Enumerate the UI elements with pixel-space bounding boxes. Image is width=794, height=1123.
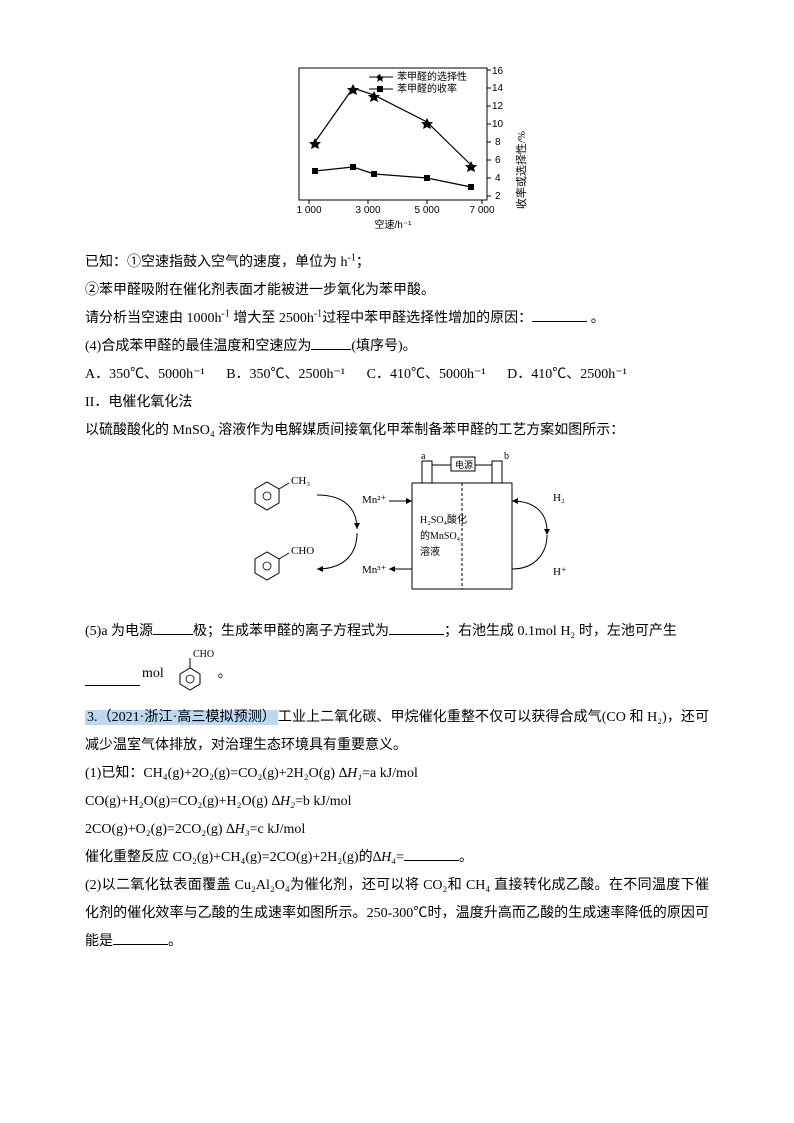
blank-mol[interactable]	[85, 672, 140, 686]
blank-q4[interactable]	[311, 336, 351, 350]
electrode-b: b	[504, 451, 509, 462]
selectivity-yield-chart: 16 14 12 10 8 6 4 2 1 000 3 000 5 000 7 …	[257, 60, 537, 232]
section-2-desc: 以硫酸酸化的 MnSO₄ 溶液作为电解媒质间接氧化甲苯制备苯甲醛的工艺方案如图所…	[85, 417, 709, 445]
svg-text:10: 10	[492, 119, 504, 130]
options-row: A．350℃、5000h⁻¹ B．350℃、2500h⁻¹ C．410℃、500…	[85, 361, 709, 389]
question-3-block: 3.（2021·浙江·高三模拟预测）工业上二氧化碳、甲烷催化重整不仅可以获得合成…	[85, 704, 709, 760]
option-b[interactable]: B．350℃、2500h⁻¹	[226, 361, 345, 389]
svg-text:7 000: 7 000	[469, 205, 494, 216]
q3-part2: (2)以二氧化钛表面覆盖 Cu₂Al₂O₄为催化剂，还可以将 CO₂和 CH₄ …	[85, 872, 709, 956]
hplus-label: H⁺	[553, 566, 567, 578]
question-4: (4)合成苯甲醛的最佳温度和空速应为(填序号)。	[85, 333, 709, 361]
q3-eq2: CO(g)+H₂O(g)=CO₂(g)+H₂O(g) ∆H₂=b kJ/mol	[85, 788, 709, 816]
cho-label: CHO	[291, 545, 314, 557]
option-d[interactable]: D．410℃、2500h⁻¹	[507, 361, 627, 389]
option-c[interactable]: C．410℃、5000h⁻¹	[367, 361, 486, 389]
known-1: 已知：①空速指鼓入空气的速度，单位为 h-1；	[85, 249, 709, 277]
electrolysis-diagram: CH₃ CHO Mn²⁺ Mn³⁺ 电源 a b H₂SO₄酸化 的MnSO₄ …	[207, 451, 587, 601]
x-axis-label: 空速/h⁻¹	[375, 218, 413, 231]
blank-reason2[interactable]	[113, 931, 168, 945]
question-5-cont: mol CHO 。	[85, 646, 709, 692]
svg-text:3 000: 3 000	[355, 205, 380, 216]
section-2-title: II．电催化氧化法	[85, 389, 709, 417]
q3-tag: 3.（2021·浙江·高三模拟预测）	[85, 710, 278, 725]
svg-text:16: 16	[492, 66, 504, 77]
known-2: ②苯甲醛吸附在催化剂表面才能被进一步氧化为苯甲酸。	[85, 277, 709, 305]
blank-eq[interactable]	[389, 621, 444, 635]
y-axis-label: 收率或选择性/%	[514, 131, 528, 209]
option-a[interactable]: A．350℃、5000h⁻¹	[85, 361, 205, 389]
question-5: (5)a 为电源极；生成苯甲醛的离子方程式为；右池生成 0.1mol H₂ 时，…	[85, 618, 709, 646]
question-3: 请分析当空速由 1000h-1 增大至 2500h-1过程中苯甲醛选择性增加的原…	[85, 305, 709, 333]
mn3-label: Mn³⁺	[362, 564, 387, 576]
electrolysis-diagram-container: CH₃ CHO Mn²⁺ Mn³⁺ 电源 a b H₂SO₄酸化 的MnSO₄ …	[85, 451, 709, 612]
cell-line3: 溶液	[420, 545, 440, 558]
svg-text:12: 12	[492, 101, 504, 112]
blank-pole[interactable]	[153, 621, 193, 635]
cell-line2: 的MnSO₄	[420, 529, 461, 542]
svg-text:5 000: 5 000	[414, 205, 439, 216]
svg-text:1 000: 1 000	[296, 205, 321, 216]
blank-dh4[interactable]	[404, 847, 459, 861]
mn2-label: Mn²⁺	[362, 494, 387, 506]
q3-eq4: 催化重整反应 CO₂(g)+CH₄(g)=2CO(g)+2H₂(g)的∆H₄=。	[85, 844, 709, 872]
power-label: 电源	[455, 459, 473, 470]
electrode-a: a	[421, 451, 426, 462]
spacer	[85, 692, 709, 704]
benzaldehyde-icon: CHO	[168, 646, 218, 692]
legend-yield: 苯甲醛的收率	[397, 82, 457, 95]
ch3-label: CH₃	[291, 475, 310, 487]
svg-text:6: 6	[495, 155, 501, 166]
legend-selectivity: 苯甲醛的选择性	[397, 70, 467, 83]
svg-text:2: 2	[495, 191, 501, 202]
q3-eq1: (1)已知：CH₄(g)+2O₂(g)=CO₂(g)+2H₂O(g) ∆H₁=a…	[85, 760, 709, 788]
svg-text:CHO: CHO	[193, 649, 214, 660]
svg-text:8: 8	[495, 137, 501, 148]
chart-container: 16 14 12 10 8 6 4 2 1 000 3 000 5 000 7 …	[85, 60, 709, 243]
known-1-text: 已知：①空速指鼓入空气的速度，单位为 h	[85, 255, 348, 270]
svg-text:4: 4	[495, 173, 501, 184]
cell-line1: H₂SO₄酸化	[420, 513, 467, 526]
blank-reason[interactable]	[532, 308, 587, 322]
h2-label: H₂	[553, 492, 565, 504]
q3-eq3: 2CO(g)+O₂(g)=2CO₂(g) ∆H₃=c kJ/mol	[85, 816, 709, 844]
svg-text:14: 14	[492, 83, 504, 94]
